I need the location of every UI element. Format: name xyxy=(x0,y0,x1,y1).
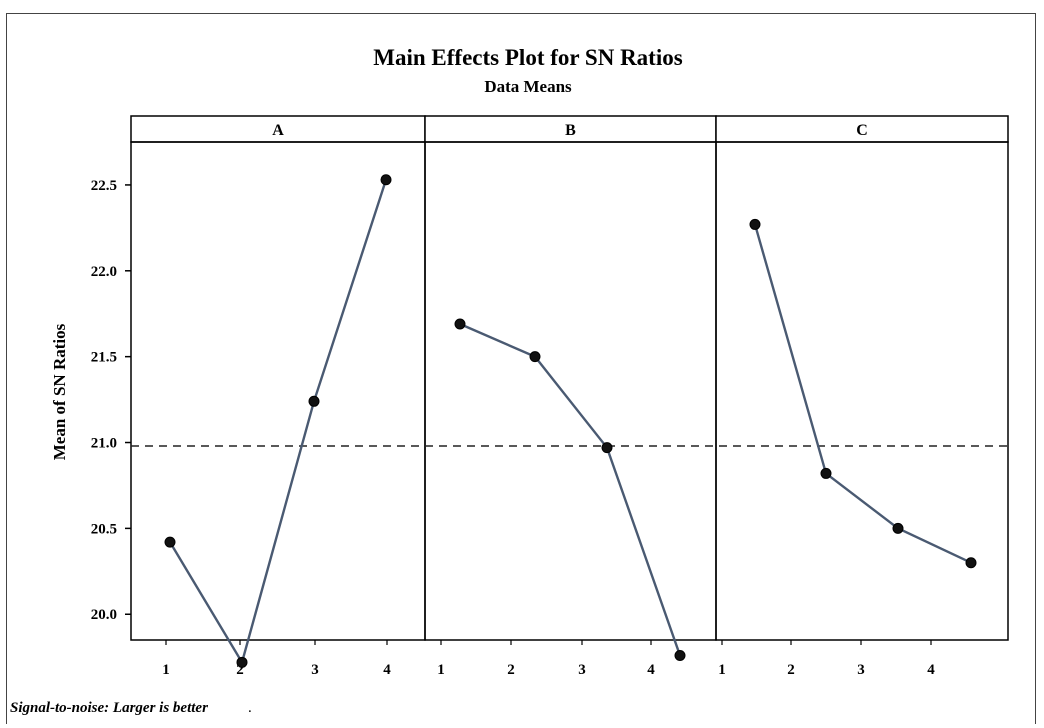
data-point-B xyxy=(454,318,466,330)
x-tick-label: 1 xyxy=(718,662,726,678)
data-point-A xyxy=(236,656,248,668)
panel-label-A: A xyxy=(272,122,284,139)
y-axis-label: Mean of SN Ratios xyxy=(50,323,69,460)
panel-label-B: B xyxy=(565,122,576,139)
chart-frame xyxy=(6,13,1036,724)
chart-title: Main Effects Plot for SN Ratios xyxy=(373,45,682,70)
data-point-C xyxy=(749,218,761,230)
y-tick-label: 22.0 xyxy=(91,264,117,280)
y-tick-label: 20.5 xyxy=(91,521,117,537)
x-tick-label: 2 xyxy=(787,662,795,678)
y-tick-label: 21.5 xyxy=(91,350,117,366)
series-line-C xyxy=(753,224,972,564)
x-tick-label: 3 xyxy=(311,662,319,678)
x-tick-label: 3 xyxy=(578,662,586,678)
panel-label-C: C xyxy=(856,122,868,139)
panel-plot-area-A xyxy=(130,141,426,641)
y-tick-label: 21.0 xyxy=(91,436,117,452)
data-point-C xyxy=(820,467,832,479)
series-line-A xyxy=(168,179,388,666)
footnote-dot: . xyxy=(248,700,252,716)
data-point-C xyxy=(892,522,904,534)
panel-plot-area-C xyxy=(715,141,1009,641)
panel-plot-area-B xyxy=(424,141,717,641)
y-tick-label: 20.0 xyxy=(91,607,117,623)
panel-header-B xyxy=(424,115,717,143)
series-line-B xyxy=(459,322,682,656)
data-point-A xyxy=(164,536,176,548)
chart-subtitle: Data Means xyxy=(484,77,572,96)
data-point-A xyxy=(308,395,320,407)
x-tick-label: 2 xyxy=(507,662,515,678)
data-point-B xyxy=(601,442,613,454)
data-point-A xyxy=(380,174,392,186)
data-point-B xyxy=(529,351,541,363)
data-point-C xyxy=(965,557,977,569)
x-tick-label: 2 xyxy=(236,662,244,678)
x-tick-label: 1 xyxy=(162,662,170,678)
data-point-B xyxy=(674,649,686,661)
x-tick-label: 4 xyxy=(927,662,935,678)
x-tick-label: 3 xyxy=(857,662,865,678)
y-tick-label: 22.5 xyxy=(91,178,117,194)
x-tick-label: 4 xyxy=(647,662,655,678)
footnote: Signal-to-noise: Larger is better xyxy=(10,700,208,716)
x-tick-label: 4 xyxy=(383,662,391,678)
x-tick-label: 1 xyxy=(437,662,445,678)
